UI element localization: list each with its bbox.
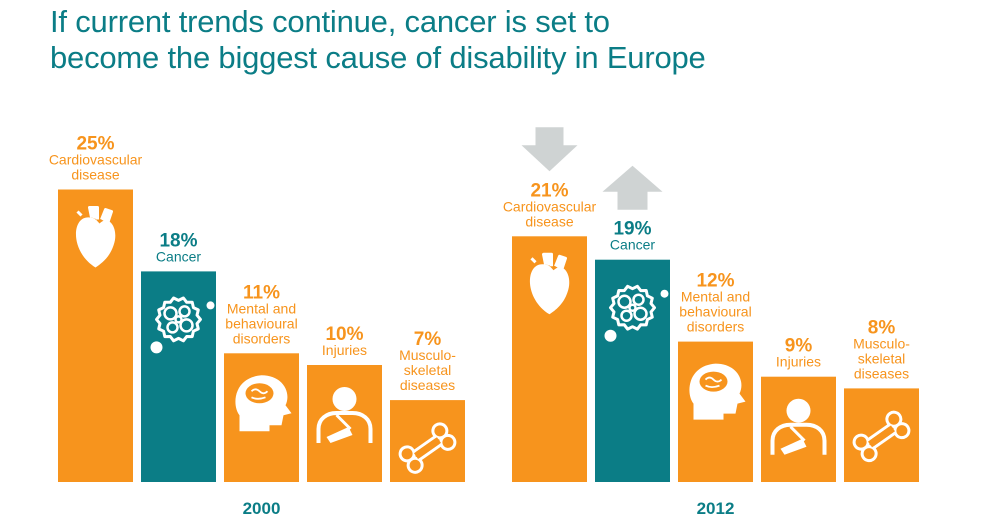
year-label-2000: 2000 (243, 499, 281, 518)
category-label-2012-0-1: disease (525, 213, 573, 229)
arm-sling-icon (316, 387, 373, 443)
value-label-2000-1: 18% (159, 230, 197, 251)
category-label-2000-4-1: skeletal (404, 362, 451, 378)
category-label-2012-4-2: diseases (854, 365, 909, 381)
category-label-2000-0-1: disease (71, 167, 119, 183)
category-label-2012-2-1: behavioural (679, 304, 751, 320)
value-label-2012-0: 21% (530, 180, 568, 201)
value-label-2000-3: 10% (325, 324, 363, 345)
bar-2000-1 (141, 271, 216, 482)
category-label-2012-2-2: disorders (687, 319, 745, 335)
value-label-2000-2: 11% (243, 282, 280, 303)
trend-arrow-up-icon-1 (602, 165, 663, 210)
chart-title-line-2: become the biggest cause of disability i… (50, 40, 706, 75)
category-label-2012-4-0: Musculo- (853, 335, 910, 351)
bar-2012-3 (761, 376, 836, 482)
category-label-2000-2-1: behavioural (225, 315, 297, 331)
category-label-2000-2-0: Mental and (227, 300, 296, 316)
value-label-2000-4: 7% (414, 329, 442, 350)
arm-sling-icon (770, 398, 827, 455)
category-label-2012-4-1: skeletal (858, 350, 905, 366)
cell-cluster-icon (604, 284, 669, 342)
trend-arrow-down-icon-0 (521, 127, 578, 172)
heart-icon (529, 252, 570, 315)
brain-head-icon (235, 375, 292, 432)
category-label-2012-0-0: Cardiovascular (503, 198, 597, 214)
bone-icon (398, 422, 457, 474)
value-label-2000-0: 25% (76, 134, 114, 155)
category-label-2012-1-0: Cancer (610, 237, 655, 253)
category-label-2000-4-0: Musculo- (399, 347, 456, 363)
category-label-2012-3-0: Injuries (776, 354, 821, 370)
value-label-2012-3: 9% (785, 336, 813, 357)
chart-title: If current trends continue, cancer is se… (50, 4, 950, 76)
bone-icon (852, 410, 911, 463)
value-label-2012-2: 12% (696, 271, 734, 292)
category-label-2000-0-0: Cardiovascular (49, 152, 143, 168)
brain-head-icon (689, 363, 746, 420)
value-label-2012-4: 8% (868, 317, 896, 338)
value-label-2012-1: 19% (613, 219, 651, 240)
category-label-2000-3-0: Injuries (322, 342, 367, 358)
category-label-2000-2-2: disorders (233, 330, 291, 346)
bar-2012-1 (595, 259, 670, 482)
year-label-2012: 2012 (697, 499, 735, 518)
category-label-2000-4-2: diseases (400, 377, 455, 393)
cell-cluster-icon (150, 296, 215, 354)
category-label-2000-1-0: Cancer (156, 248, 201, 264)
heart-icon (75, 206, 116, 268)
chart-title-line-1: If current trends continue, cancer is se… (50, 4, 610, 39)
category-label-2012-2-0: Mental and (681, 289, 750, 305)
